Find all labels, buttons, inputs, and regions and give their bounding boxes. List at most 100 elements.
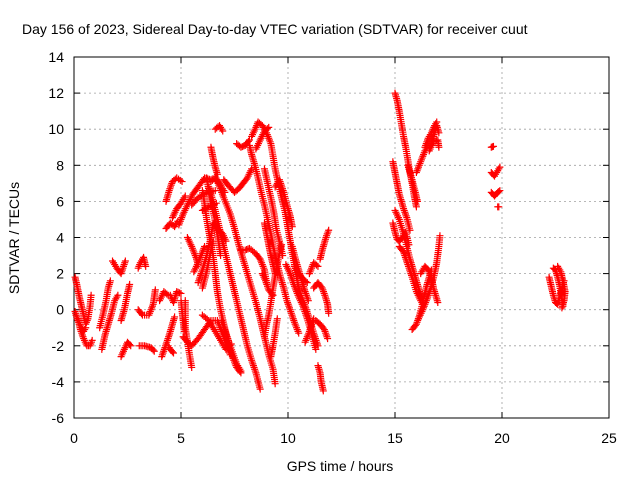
data-point xyxy=(263,125,271,133)
data-point xyxy=(413,197,421,205)
data-point xyxy=(163,290,171,298)
data-point xyxy=(151,286,159,294)
data-point xyxy=(106,277,114,285)
data-point xyxy=(324,335,332,343)
data-point xyxy=(249,362,257,370)
data-point xyxy=(271,380,279,388)
data-point xyxy=(310,315,318,323)
data-point xyxy=(434,298,442,306)
data-point xyxy=(150,347,158,355)
data-point xyxy=(121,257,129,265)
data-point xyxy=(302,277,310,285)
data-point xyxy=(176,289,184,297)
data-point xyxy=(496,187,504,195)
data-point xyxy=(278,241,286,249)
data-point xyxy=(137,310,145,318)
data-point xyxy=(244,245,252,253)
y-tick-label: -2 xyxy=(52,338,65,354)
y-tick-label: 8 xyxy=(56,157,64,173)
data-point xyxy=(164,335,172,343)
data-point xyxy=(289,313,297,321)
data-point xyxy=(317,283,325,291)
data-point xyxy=(303,279,311,287)
data-point xyxy=(248,358,256,366)
x-tick-label: 25 xyxy=(601,430,617,446)
x-tick-label: 20 xyxy=(494,430,510,446)
data-point xyxy=(265,123,273,131)
data-point xyxy=(219,127,227,135)
data-point xyxy=(120,261,128,269)
x-tick-label: 10 xyxy=(280,430,296,446)
y-axis-label: SDTVAR / TECUs xyxy=(6,182,22,294)
x-tick-label: 5 xyxy=(177,430,185,446)
data-point xyxy=(323,230,331,238)
data-point xyxy=(496,163,504,171)
data-point xyxy=(435,129,443,137)
y-tick-label: 6 xyxy=(56,193,64,209)
y-tick-label: 2 xyxy=(56,266,64,282)
data-point xyxy=(406,226,414,234)
data-point xyxy=(495,203,503,211)
data-point xyxy=(325,226,333,234)
data-point xyxy=(88,336,96,344)
data-point xyxy=(433,118,441,126)
data-point xyxy=(120,262,128,270)
data-point xyxy=(177,289,185,297)
data-point xyxy=(489,142,497,150)
y-tick-label: -4 xyxy=(52,374,65,390)
data-point xyxy=(398,247,406,255)
data-point xyxy=(188,363,196,371)
data-point xyxy=(237,367,245,375)
data-point xyxy=(87,291,95,299)
y-tick-label: 14 xyxy=(48,49,64,65)
data-point xyxy=(312,345,320,353)
data-point xyxy=(201,243,209,251)
data-point xyxy=(325,309,333,317)
data-point xyxy=(181,192,189,200)
data-point xyxy=(411,321,419,329)
data-points xyxy=(71,89,569,395)
x-tick-labels: 0 5 10 15 20 25 xyxy=(70,430,617,446)
y-tick-label: 12 xyxy=(48,85,64,101)
data-point xyxy=(114,291,122,299)
grid-lines xyxy=(74,57,609,418)
y-tick-label: 4 xyxy=(56,230,64,246)
data-point xyxy=(319,324,327,332)
data-point xyxy=(171,313,179,321)
data-point xyxy=(251,367,259,375)
plot-frame xyxy=(73,56,610,419)
data-point xyxy=(436,232,444,240)
data-point xyxy=(127,342,135,350)
data-point xyxy=(319,387,327,395)
data-point xyxy=(288,223,296,231)
data-point xyxy=(288,311,296,319)
x-tick-label: 0 xyxy=(70,430,78,446)
data-point xyxy=(82,324,90,332)
data-point xyxy=(194,279,202,287)
data-point xyxy=(244,137,252,145)
data-point xyxy=(248,165,256,173)
data-point xyxy=(249,360,257,368)
y-tick-label: 0 xyxy=(56,302,64,318)
data-point xyxy=(558,304,566,312)
data-point xyxy=(165,333,173,341)
y-tick-label: -6 xyxy=(52,410,65,426)
y-tick-labels: -6 -4 -2 0 2 4 6 8 10 12 14 xyxy=(48,49,64,426)
data-point xyxy=(178,178,186,186)
data-point xyxy=(435,143,443,151)
data-point xyxy=(314,262,322,270)
data-point xyxy=(412,203,420,211)
x-axis-label: GPS time / hours xyxy=(287,458,394,474)
data-point xyxy=(168,348,176,356)
data-point xyxy=(163,336,171,344)
data-point xyxy=(295,329,303,337)
data-point xyxy=(149,346,157,354)
data-point xyxy=(121,259,129,267)
data-point xyxy=(195,277,203,285)
data-point xyxy=(256,385,264,393)
data-point xyxy=(170,349,178,357)
data-point xyxy=(251,365,259,373)
x-tick-label: 15 xyxy=(387,430,403,446)
data-point xyxy=(250,363,258,371)
